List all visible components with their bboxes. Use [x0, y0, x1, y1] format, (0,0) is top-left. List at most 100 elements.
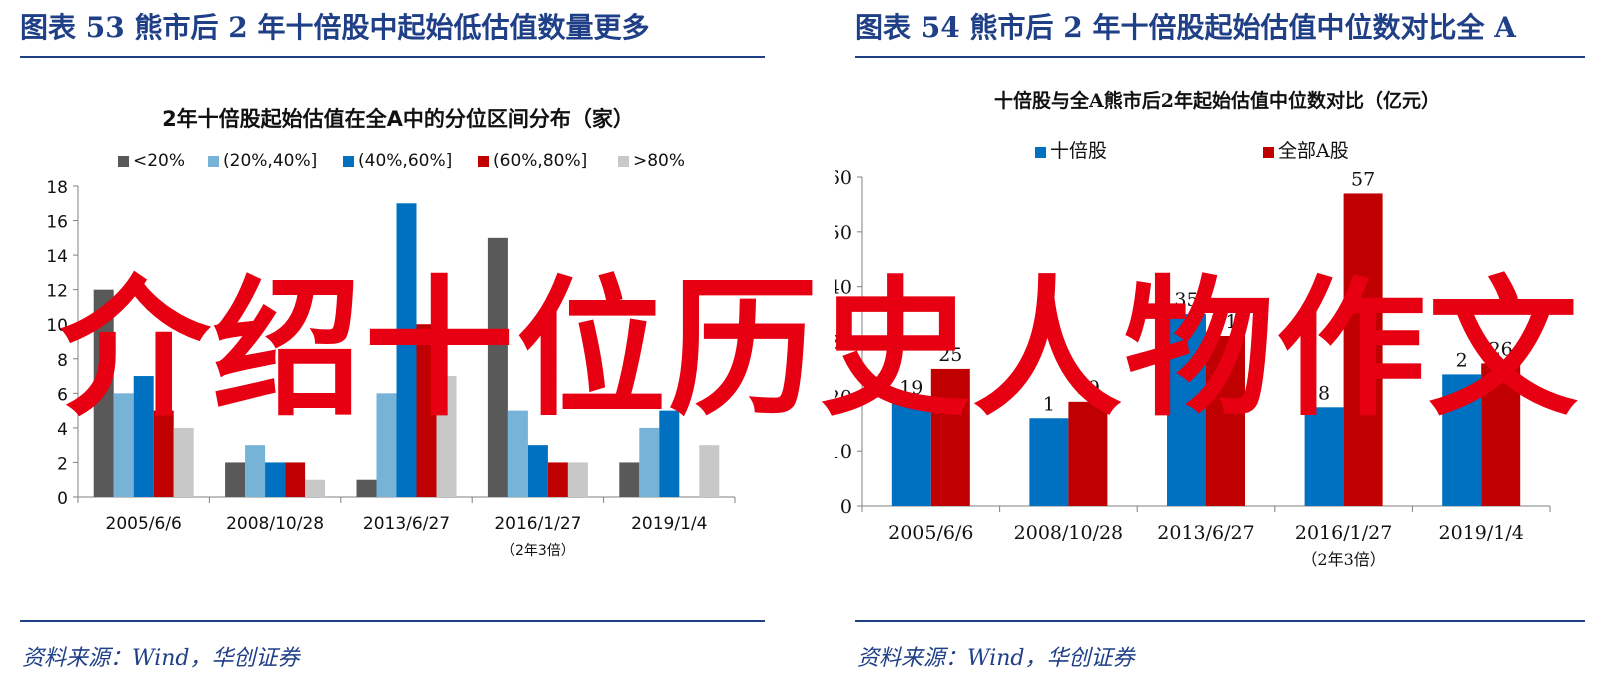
- y-tick-label: 50: [835, 222, 852, 244]
- data-label: 26: [1489, 338, 1513, 360]
- bar-(60%,80%]: [153, 410, 174, 497]
- y-tick-label: 0: [57, 489, 68, 509]
- y-tick-label: 8: [57, 351, 68, 371]
- data-label: 35: [1174, 289, 1198, 311]
- bar-(20%,40%]: [245, 445, 266, 497]
- x-tick-label: 2016/1/27: [1295, 522, 1392, 544]
- bar-十倍股: [1304, 407, 1344, 506]
- legend-label: <20%: [133, 151, 185, 171]
- x-tick-label: 2013/6/27: [363, 514, 450, 534]
- header-rule: [20, 56, 765, 58]
- bar-(20%,40%]: [113, 393, 134, 497]
- chart-panel-left: 图表 53 熊市后 2 年十倍股中起始低估值数量更多 2年十倍股起始估值在全A中…: [0, 0, 800, 683]
- y-tick-label: 6: [57, 385, 68, 405]
- data-label: 19: [1076, 377, 1100, 399]
- y-tick-label: 12: [46, 282, 68, 302]
- bar-全部A股: [1343, 193, 1383, 506]
- bar-(20%,40%]: [376, 393, 397, 497]
- overlay-watermark-text: 介绍十位历史人物作文: [60, 263, 1581, 437]
- legend-label: (20%,40%]: [223, 151, 317, 171]
- bar-<20%: [487, 237, 508, 498]
- bar-(20%,40%]: [507, 410, 528, 497]
- x-tick-sublabel: （2年3倍）: [1301, 550, 1385, 569]
- y-tick-label: 60: [835, 167, 852, 189]
- chart-panel-right: 图表 54 熊市后 2 年十倍股起始估值中位数对比全 A 十倍股与全A熊市后2年…: [835, 0, 1623, 683]
- legend-label: 全部A股: [1278, 140, 1349, 162]
- x-tick-label: 2013/6/27: [1157, 522, 1254, 544]
- bar->80%: [567, 462, 588, 497]
- y-tick-label: 18: [46, 178, 68, 198]
- bar->80%: [699, 445, 720, 497]
- data-label: 25: [938, 344, 962, 366]
- x-tick-label: 2005/6/6: [106, 514, 182, 534]
- y-tick-label: 16: [46, 213, 68, 233]
- bar-十倍股: [891, 401, 931, 506]
- data-label: 8: [1318, 382, 1330, 404]
- data-label: 31: [1213, 311, 1237, 333]
- y-tick-label: 14: [46, 247, 68, 267]
- legend-label: (40%,60%]: [358, 151, 452, 171]
- legend-label: (60%,80%]: [493, 151, 587, 171]
- legend-swatch: [118, 156, 129, 167]
- bar->80%: [436, 376, 457, 497]
- bar-(60%,80%]: [547, 462, 568, 497]
- y-tick-label: 10: [46, 316, 68, 336]
- bar-(40%,60%]: [659, 410, 680, 497]
- x-tick-sublabel: （2年3倍）: [501, 543, 575, 559]
- bar-chart-left: 2年十倍股起始估值在全A中的分位区间分布（家） <20% (20%,40%] (40%…: [46, 107, 736, 559]
- bar-全部A股: [930, 368, 970, 506]
- y-tick-label: 2: [57, 454, 68, 474]
- legend-swatch: [208, 156, 219, 167]
- x-tick-label: 2016/1/27: [494, 514, 581, 534]
- y-tick-label: 40: [835, 277, 852, 299]
- bar-(40%,60%]: [396, 203, 417, 497]
- bar-(20%,40%]: [639, 427, 660, 497]
- bar-(40%,60%]: [527, 445, 548, 497]
- bar-<20%: [93, 289, 114, 497]
- bar-(40%,60%]: [265, 462, 286, 497]
- legend-swatch: [343, 156, 354, 167]
- source-note: 资料来源：Wind，华创证券: [857, 646, 1135, 671]
- bar-全部A股: [1481, 363, 1521, 506]
- figure-header: 图表 54 熊市后 2 年十倍股起始估值中位数对比全 A: [855, 11, 1516, 44]
- bar-chart-right: 十倍股与全A熊市后2年起始估值中位数对比（亿元） 十倍股 全部A股 0 10 20 30 40…: [835, 89, 1551, 569]
- x-tick-label: 2008/10/28: [1014, 522, 1124, 544]
- y-tick-label: 30: [835, 332, 852, 354]
- x-tick-label: 2008/10/28: [226, 514, 324, 534]
- bar-(60%,80%]: [285, 462, 306, 497]
- footer-rule: [20, 620, 765, 622]
- data-label: 2: [1456, 349, 1468, 371]
- data-label: 19: [899, 377, 923, 399]
- y-tick-label: 0: [840, 496, 852, 518]
- bar-<20%: [619, 462, 640, 497]
- data-label: 1: [1043, 393, 1055, 415]
- figure-header: 图表 53 熊市后 2 年十倍股中起始低估值数量更多: [20, 11, 650, 44]
- y-tick-label: 20: [835, 386, 852, 408]
- legend-swatch: [478, 156, 489, 167]
- x-tick-label: 2019/1/4: [1439, 522, 1524, 544]
- bar->80%: [173, 427, 194, 497]
- x-tick-label: 2019/1/4: [631, 514, 707, 534]
- bar-十倍股: [1442, 374, 1482, 506]
- bar-(40%,60%]: [133, 376, 154, 497]
- legend-label: 十倍股: [1050, 140, 1107, 162]
- y-tick-label: 4: [57, 420, 68, 440]
- bar-十倍股: [1167, 314, 1206, 506]
- chart-title: 十倍股与全A熊市后2年起始估值中位数对比（亿元）: [994, 89, 1440, 112]
- legend-swatch: [1035, 147, 1046, 158]
- legend-swatch: [1263, 147, 1274, 158]
- header-rule: [855, 56, 1585, 58]
- bar-<20%: [356, 479, 377, 497]
- bar->80%: [305, 479, 326, 497]
- bar-全部A股: [1206, 336, 1245, 506]
- data-label: 57: [1351, 168, 1375, 190]
- bar-全部A股: [1068, 401, 1108, 506]
- legend-label: >80%: [633, 151, 685, 171]
- bar-十倍股: [1029, 418, 1069, 506]
- legend-swatch: [618, 156, 629, 167]
- source-note: 资料来源：Wind，华创证券: [22, 646, 300, 671]
- bar-(60%,80%]: [416, 324, 437, 497]
- x-tick-label: 2005/6/6: [888, 522, 973, 544]
- y-tick-label: 10: [835, 441, 852, 463]
- footer-rule: [855, 620, 1585, 622]
